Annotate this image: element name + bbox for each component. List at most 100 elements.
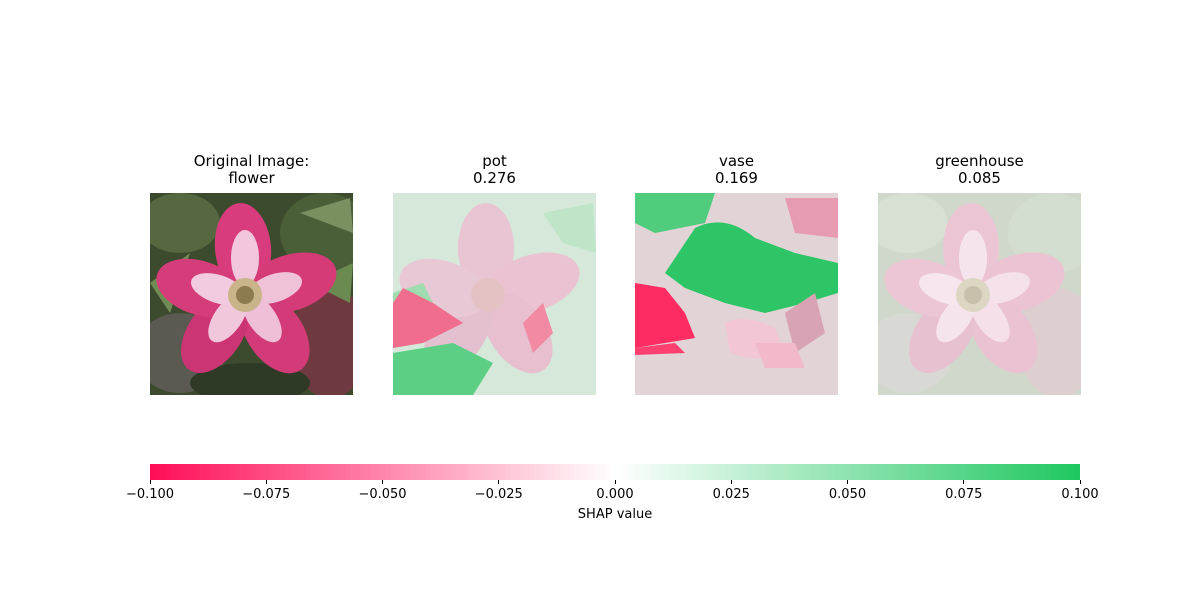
colorbar-cell (420, 464, 426, 480)
colorbar-cell (180, 464, 186, 480)
colorbar-cell (190, 464, 196, 480)
colorbar-cell (250, 464, 256, 480)
colorbar-cell (360, 464, 366, 480)
colorbar-cell (815, 464, 821, 480)
colorbar-cell (635, 464, 641, 480)
colorbar-cell (495, 464, 501, 480)
colorbar-tick-mark (614, 480, 616, 484)
colorbar-cell (1030, 464, 1036, 480)
colorbar-cell (345, 464, 351, 480)
colorbar-cell (265, 464, 271, 480)
colorbar-cell (525, 464, 531, 480)
colorbar-cell (790, 464, 796, 480)
colorbar-cell (290, 464, 296, 480)
colorbar-cell (695, 464, 701, 480)
colorbar-cell (795, 464, 801, 480)
colorbar-cell (465, 464, 471, 480)
colorbar-cell (1045, 464, 1051, 480)
colorbar-cell (395, 464, 401, 480)
colorbar-cell (665, 464, 671, 480)
colorbar-cell (710, 464, 716, 480)
colorbar-cell (170, 464, 176, 480)
colorbar-cell (455, 464, 461, 480)
flower-photo (150, 193, 353, 395)
colorbar-cell (875, 464, 881, 480)
shap-map-greenhouse (878, 193, 1081, 395)
colorbar-cell (725, 464, 731, 480)
colorbar-cell (900, 464, 906, 480)
colorbar-cell (690, 464, 696, 480)
colorbar-cell (300, 464, 306, 480)
colorbar-cell (330, 464, 336, 480)
colorbar-cell (985, 464, 991, 480)
colorbar-cell (680, 464, 686, 480)
colorbar-tick-label: 0.075 (945, 487, 983, 502)
colorbar-cell (685, 464, 691, 480)
colorbar-cell (880, 464, 886, 480)
colorbar-cell (310, 464, 316, 480)
colorbar-cell (380, 464, 386, 480)
colorbar-cell (920, 464, 926, 480)
colorbar-cell (275, 464, 281, 480)
colorbar-cell (480, 464, 486, 480)
colorbar-cell (590, 464, 596, 480)
colorbar-cell (1005, 464, 1011, 480)
colorbar-cell (295, 464, 301, 480)
colorbar-cell (1000, 464, 1006, 480)
colorbar-cell (565, 464, 571, 480)
colorbar-tick-label: 0.000 (596, 487, 634, 502)
colorbar-cell (270, 464, 276, 480)
colorbar-cell (435, 464, 441, 480)
colorbar-cell (945, 464, 951, 480)
colorbar-cell (940, 464, 946, 480)
colorbar-cell (775, 464, 781, 480)
colorbar-tick-mark (963, 480, 965, 484)
colorbar-cell (890, 464, 896, 480)
colorbar-cell (505, 464, 511, 480)
panel-title-original: Original Image: flower (193, 152, 310, 187)
colorbar-cell (625, 464, 631, 480)
colorbar-cell (750, 464, 756, 480)
colorbar-cell (470, 464, 476, 480)
colorbar-cell (1055, 464, 1061, 480)
colorbar-tick-mark (265, 480, 267, 484)
colorbar-cell (430, 464, 436, 480)
colorbar-cell (185, 464, 191, 480)
colorbar-cell (1070, 464, 1076, 480)
colorbar-cell (605, 464, 611, 480)
colorbar-cell (530, 464, 536, 480)
colorbar-cell (860, 464, 866, 480)
colorbar-cell (935, 464, 941, 480)
colorbar-cell (670, 464, 676, 480)
colorbar-cell (165, 464, 171, 480)
colorbar-cell (365, 464, 371, 480)
colorbar-cell (155, 464, 161, 480)
colorbar-cell (410, 464, 416, 480)
colorbar-tick-label: 0.050 (828, 487, 867, 502)
colorbar-cell (550, 464, 556, 480)
colorbar-cell (970, 464, 976, 480)
colorbar-cell (915, 464, 921, 480)
colorbar-cell (995, 464, 1001, 480)
colorbar-cell (540, 464, 546, 480)
colorbar-cell (195, 464, 201, 480)
colorbar-cell (335, 464, 341, 480)
colorbar-cell (575, 464, 581, 480)
colorbar-cell (210, 464, 216, 480)
colorbar-cell (870, 464, 876, 480)
colorbar-cell (485, 464, 491, 480)
colorbar-cell (800, 464, 806, 480)
colorbar-cell (620, 464, 626, 480)
colorbar-cell (570, 464, 576, 480)
colorbar-cell (585, 464, 591, 480)
colorbar-cell (390, 464, 396, 480)
colorbar-cell (730, 464, 736, 480)
colorbar-cell (405, 464, 411, 480)
colorbar-cell (810, 464, 816, 480)
colorbar-cell (1065, 464, 1071, 480)
colorbar-cell (1050, 464, 1056, 480)
colorbar-cell (175, 464, 181, 480)
shap-map-pot (393, 193, 596, 395)
colorbar-cell (720, 464, 726, 480)
colorbar-cell (285, 464, 291, 480)
